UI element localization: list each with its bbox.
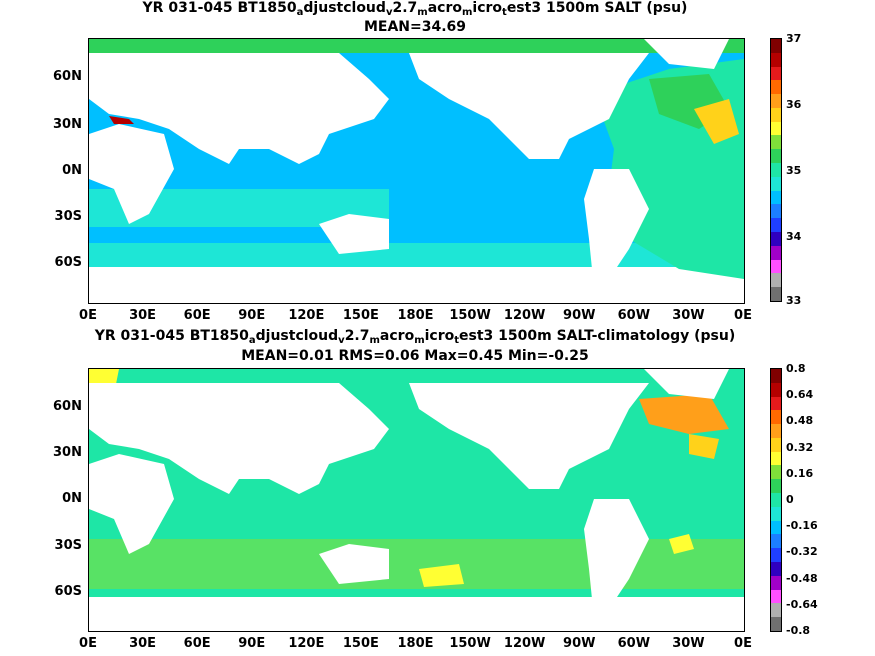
bottom-lon-label-5: 150E [342, 636, 379, 651]
bottom-cb-label-10: -0.8 [786, 624, 811, 637]
bottom-cbar-swatch-2 [771, 396, 781, 411]
top-lon-label-8: 120W [503, 308, 546, 323]
bottom-map [88, 368, 745, 632]
bottom-cbar-swatch-0 [771, 369, 781, 383]
bottom-cbar-swatch-12 [771, 534, 781, 549]
top-cbar-swatch-12 [771, 204, 781, 219]
top-lon-label-3: 90E [238, 308, 266, 323]
top-map [88, 38, 745, 304]
top-cb-35: 35 [786, 164, 802, 177]
top-cbar-swatch-11 [771, 190, 781, 205]
top-title: YR 031-045 BT1850adjustcloudv2.7macromic… [142, 0, 688, 18]
bottom-lon-label-12: 0E [734, 636, 752, 651]
bottom-lat-60n: 60N [53, 399, 82, 414]
top-cbar-swatch-18 [771, 287, 781, 301]
bottom-title: YR 031-045 BT1850adjustcloudv2.7macromic… [94, 328, 736, 346]
top-cb-37: 37 [786, 32, 802, 45]
top-lon-label-10: 60W [617, 308, 651, 323]
bottom-lon-label-1: 30E [129, 636, 157, 651]
top-cbar-swatch-17 [771, 273, 781, 288]
bottom-cbar-swatch-7 [771, 465, 781, 480]
bottom-lat-30n: 30N [53, 445, 82, 460]
top-lon-label-5: 150E [342, 308, 379, 323]
top-lon-label-7: 150W [449, 308, 491, 323]
top-cb-34: 34 [786, 230, 802, 243]
top-colorbar [770, 38, 782, 302]
bottom-cbar-swatch-8 [771, 479, 781, 494]
top-lon-label-1: 30E [129, 308, 157, 323]
bottom-cbar-swatch-3 [771, 410, 781, 425]
top-lat-60n: 60N [53, 69, 82, 84]
bottom-cb-label-9: -0.64 [786, 597, 818, 611]
bottom-lon-label-4: 120E [288, 636, 325, 651]
bottom-cb-label-2: 0.48 [786, 414, 814, 428]
top-lon-label-6: 180E [397, 308, 434, 323]
top-cbar-swatch-16 [771, 259, 781, 274]
bottom-colorbar [770, 368, 782, 632]
top-cbar-swatch-13 [771, 218, 781, 232]
top-lon-label-0: 0E [79, 308, 97, 323]
bottom-lat-60s: 60S [54, 584, 82, 599]
bottom-cb-label-1: 0.64 [786, 388, 814, 402]
bottom-cbar-swatch-1 [771, 382, 781, 397]
bottom-lon-label-2: 60E [183, 636, 211, 651]
top-lon-label-4: 120E [288, 308, 325, 323]
top-cbar-swatch-5 [771, 107, 781, 122]
bottom-cbar-swatch-13 [771, 548, 781, 562]
top-cbar-swatch-8 [771, 149, 781, 164]
bottom-cbar-swatch-16 [771, 589, 781, 604]
bottom-stats: MEAN=0.01 RMS=0.06 Max=0.45 Min=-0.25 [241, 348, 589, 364]
top-lat-0n: 0N [62, 163, 82, 178]
bottom-cbar-swatch-6 [771, 451, 781, 466]
bottom-cbar-swatch-14 [771, 561, 781, 576]
top-cbar-swatch-0 [771, 39, 781, 53]
top-mean: MEAN=34.69 [363, 19, 467, 35]
bottom-lon-label-11: 30W [672, 636, 705, 651]
bottom-cbar-swatch-10 [771, 506, 781, 521]
top-lon-label-2: 60E [183, 308, 211, 323]
bottom-cbar-swatch-18 [771, 617, 781, 631]
bottom-cbar-swatch-15 [771, 575, 781, 590]
top-lat-60s: 60S [54, 255, 82, 270]
bottom-cb-label-3: 0.32 [786, 440, 814, 454]
bottom-lon-label-6: 180E [397, 636, 434, 651]
top-cb-33: 33 [786, 294, 802, 307]
top-cbar-swatch-7 [771, 135, 781, 150]
bottom-cbar-swatch-11 [771, 520, 781, 535]
bottom-cb-label-8: -0.48 [786, 571, 818, 585]
bottom-cbar-swatch-5 [771, 437, 781, 452]
top-cbar-swatch-10 [771, 176, 781, 191]
top-cbar-swatch-2 [771, 66, 781, 81]
bottom-lon-label-7: 150W [449, 636, 491, 651]
bottom-lat-30s: 30S [54, 538, 82, 553]
bottom-cbar-swatch-17 [771, 603, 781, 618]
top-lon-label-11: 30W [672, 308, 705, 323]
bottom-cbar-swatch-4 [771, 424, 781, 438]
bottom-lon-label-10: 60W [617, 636, 651, 651]
bottom-lon-label-3: 90E [238, 636, 266, 651]
top-cbar-swatch-3 [771, 80, 781, 95]
top-cbar-swatch-14 [771, 231, 781, 246]
top-lat-30s: 30S [54, 209, 82, 224]
bottom-lon-label-8: 120W [503, 636, 546, 651]
top-cbar-swatch-1 [771, 52, 781, 67]
top-cbar-swatch-9 [771, 163, 781, 177]
bottom-cb-label-0: 0.8 [786, 362, 806, 375]
bottom-lat-0n: 0N [62, 491, 82, 506]
bottom-cb-label-5: 0 [786, 493, 794, 506]
bottom-lon-label-0: 0E [79, 636, 97, 651]
bottom-cbar-swatch-9 [771, 493, 781, 507]
top-cbar-swatch-15 [771, 245, 781, 260]
top-cbar-swatch-6 [771, 121, 781, 136]
top-lat-30n: 30N [53, 117, 82, 132]
top-cb-36: 36 [786, 98, 802, 111]
bottom-cb-label-6: -0.16 [786, 519, 818, 533]
top-cbar-swatch-4 [771, 94, 781, 108]
bottom-lon-label-9: 90W [563, 636, 596, 651]
bottom-cb-label-7: -0.32 [786, 545, 818, 559]
top-lon-label-9: 90W [563, 308, 596, 323]
bottom-cb-label-4: 0.16 [786, 466, 814, 480]
top-lon-label-12: 0E [734, 308, 752, 323]
